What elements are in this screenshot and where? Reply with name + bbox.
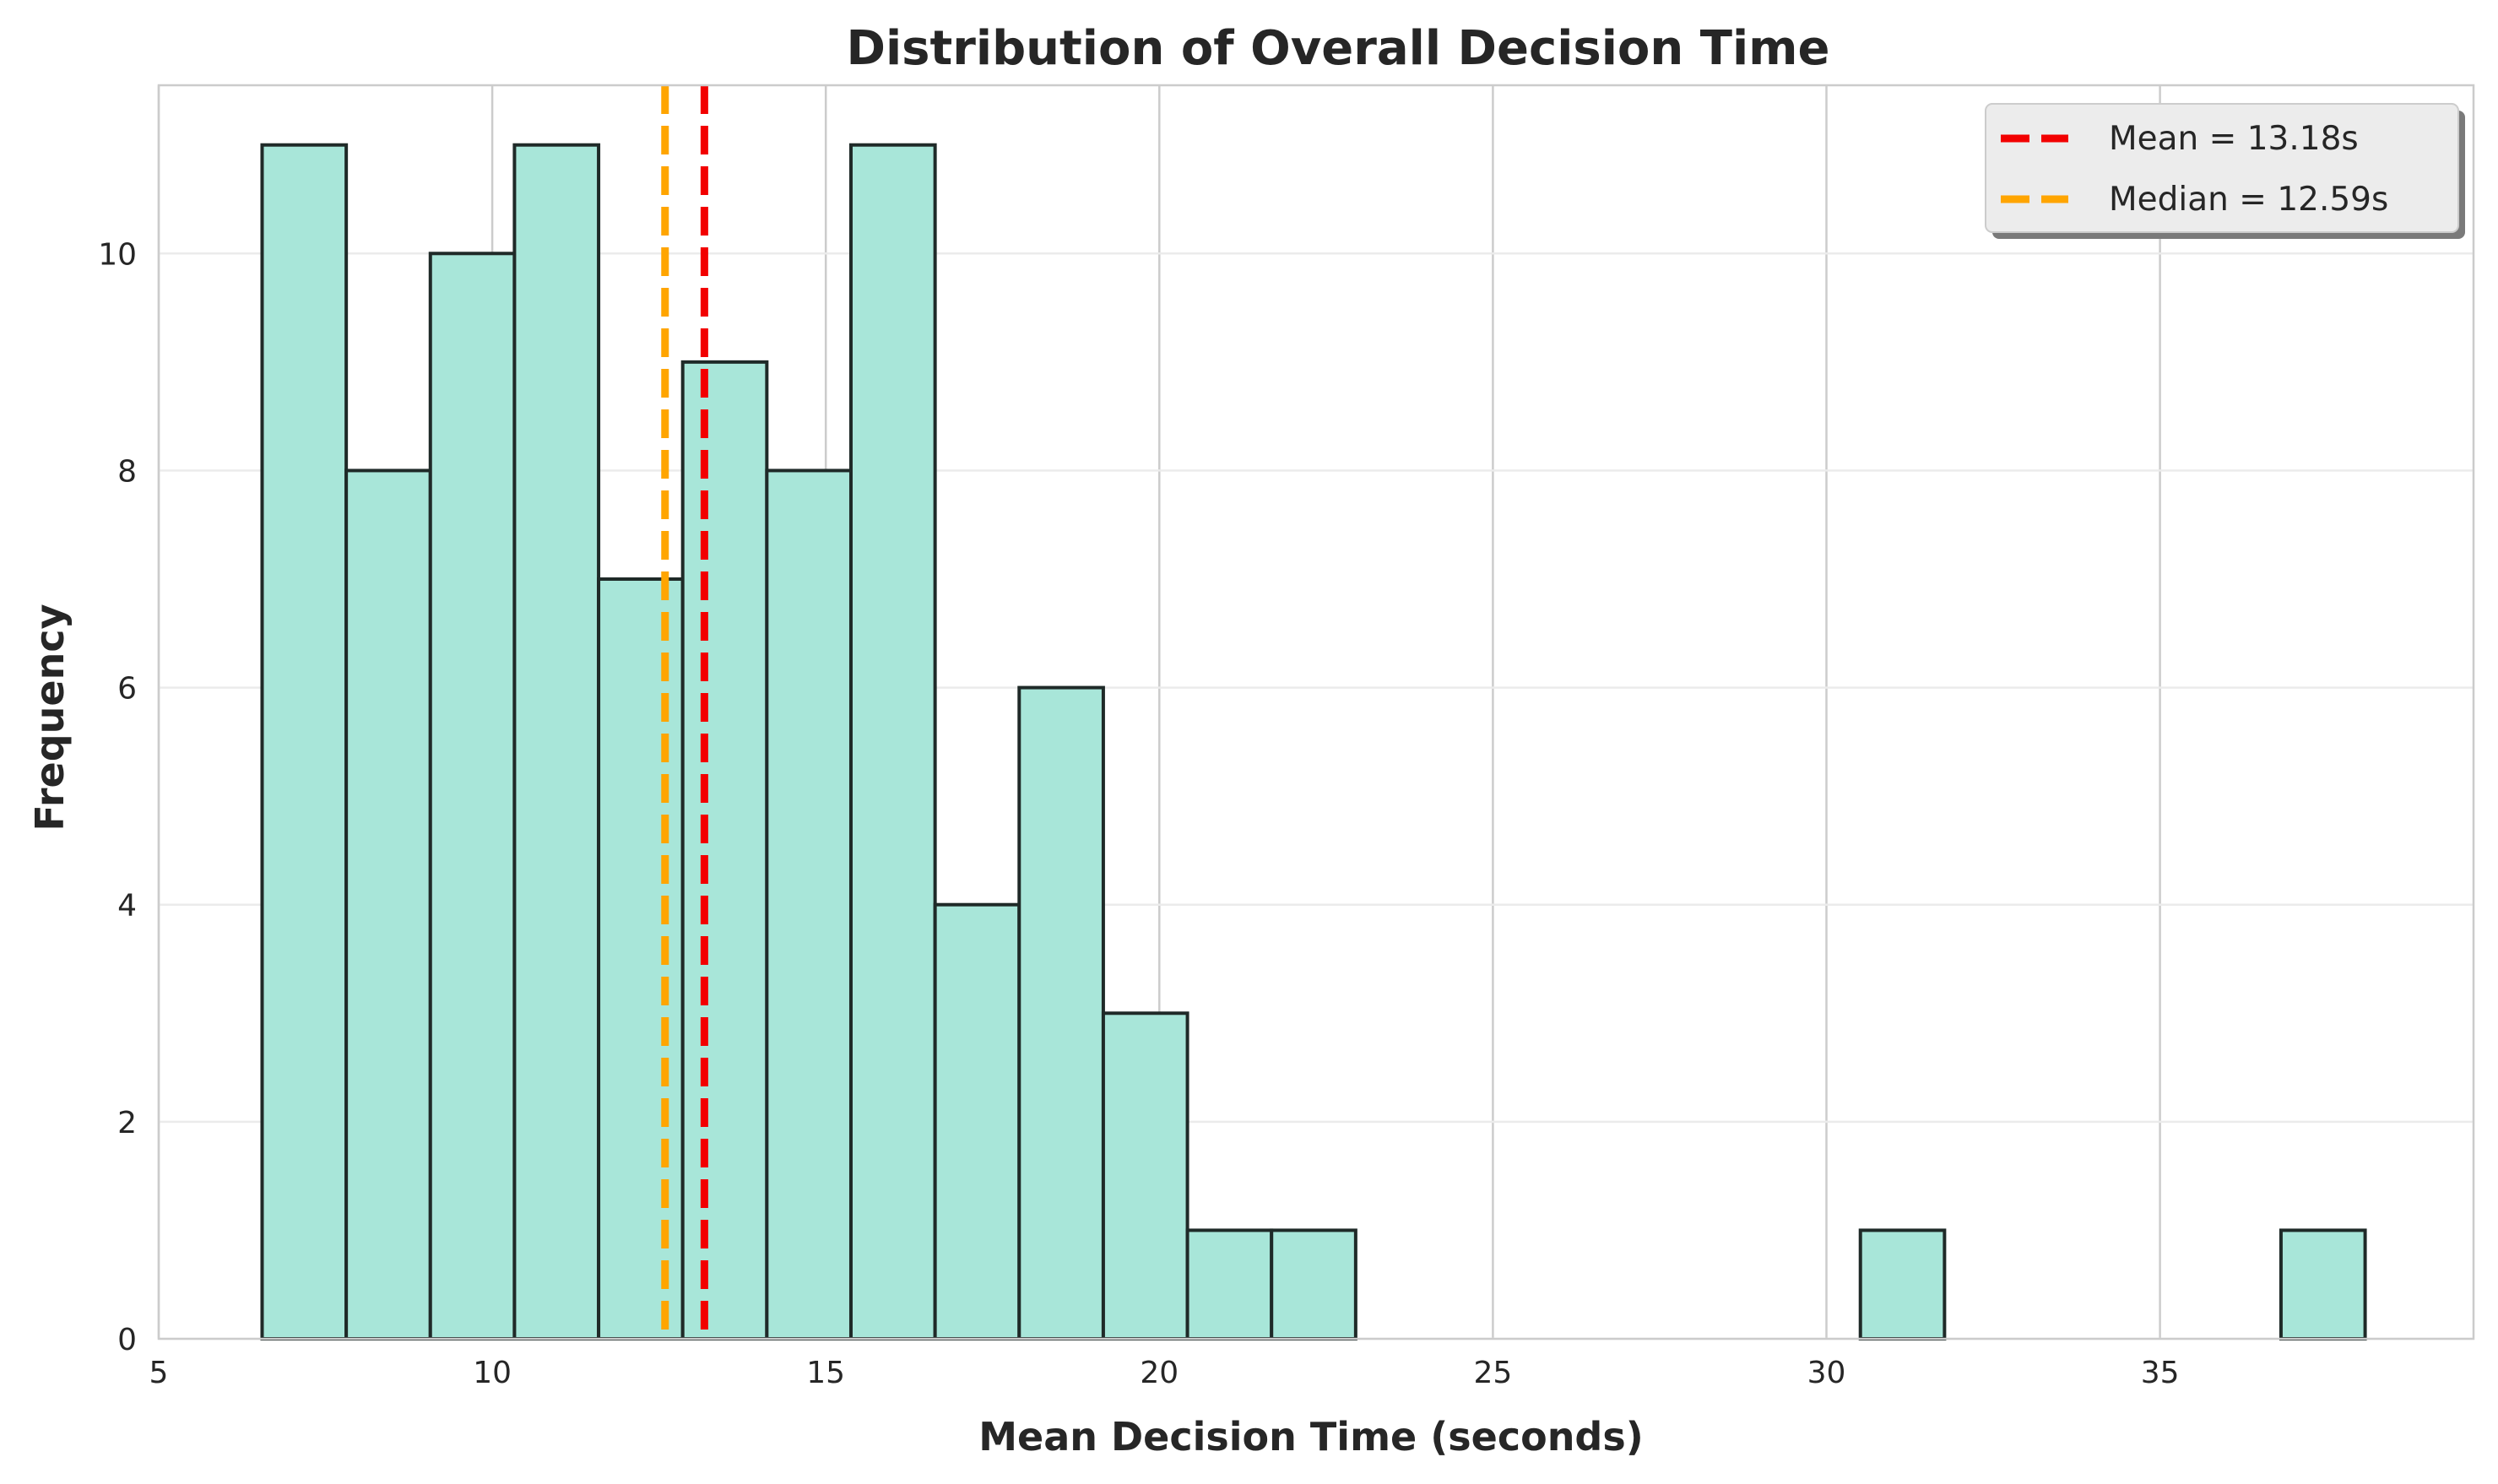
histogram-bar: [2279, 1228, 2367, 1341]
bars-layer: [260, 143, 2367, 1341]
x-tick-label: 10: [473, 1356, 512, 1390]
histogram-bar: [1017, 685, 1105, 1340]
y-tick-label: 6: [117, 672, 137, 707]
histogram-bar: [512, 143, 601, 1341]
x-tick-label: 35: [2141, 1356, 2180, 1390]
y-axis-title: Frequency: [27, 604, 73, 831]
y-tick-label: 0: [117, 1323, 137, 1357]
y-tick-label: 10: [98, 237, 137, 272]
plot-frame: [157, 84, 2475, 1340]
chart-title: Distribution of Overall Decision Time: [846, 21, 1829, 76]
histogram-bar: [933, 902, 1021, 1340]
legend-label: Median = 12.59s: [2109, 181, 2388, 219]
y-tick-label: 2: [117, 1106, 137, 1140]
y-tick-label: 4: [117, 889, 137, 923]
histogram-bar: [680, 360, 769, 1340]
histogram-bar: [1185, 1228, 1274, 1341]
histogram-bar: [765, 468, 853, 1340]
histogram-bar: [260, 143, 349, 1341]
legend: Mean = 13.18s Median = 12.59s: [1985, 103, 2465, 239]
legend-box: [1985, 103, 2459, 233]
y-tick-labels: 0 2 4 6 8 10: [98, 237, 137, 1357]
x-tick-label: 5: [149, 1356, 169, 1390]
x-axis-title: Mean Decision Time (seconds): [978, 1414, 1644, 1460]
histogram-bar: [597, 577, 685, 1340]
x-tick-label: 25: [1473, 1356, 1512, 1390]
histogram-bar: [428, 252, 517, 1340]
x-tick-label: 15: [806, 1356, 845, 1390]
histogram-bar: [344, 468, 432, 1340]
x-tick-labels: 5 10 15 20 25 30 35: [149, 1356, 2180, 1390]
histogram-bar: [848, 143, 937, 1341]
histogram-bar: [1858, 1228, 1947, 1341]
histogram-bar: [1270, 1228, 1357, 1341]
y-tick-label: 8: [117, 454, 137, 489]
x-tick-label: 30: [1807, 1356, 1846, 1390]
legend-label: Mean = 13.18s: [2109, 120, 2359, 158]
histogram-bar: [1101, 1011, 1189, 1341]
x-tick-label: 20: [1140, 1356, 1179, 1390]
reference-lines-layer: [661, 85, 708, 1339]
